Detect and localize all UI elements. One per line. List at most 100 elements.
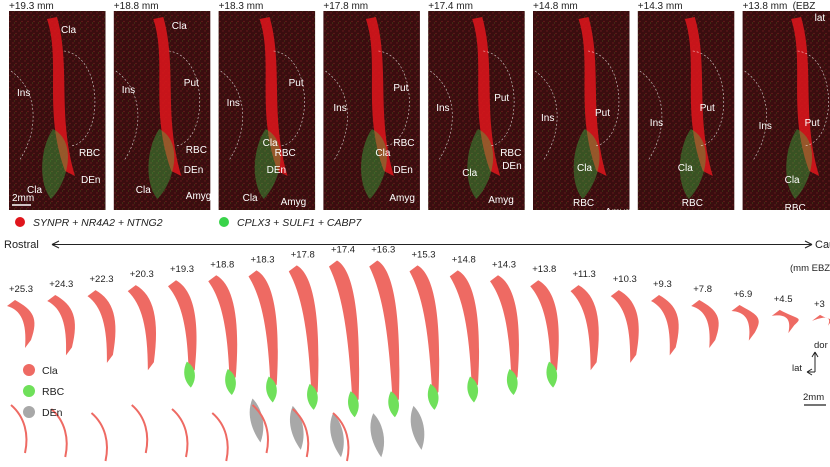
section-18: +7.8 bbox=[691, 284, 719, 348]
panel-region-label: DEn bbox=[81, 175, 100, 186]
section-label: +24.3 bbox=[49, 279, 73, 290]
ventral-cla-arc bbox=[90, 412, 108, 462]
cla-region bbox=[7, 300, 35, 348]
lateral-label: lat bbox=[792, 363, 802, 374]
panel-region-label: RBC bbox=[186, 145, 207, 156]
section-2: +24.3 bbox=[47, 279, 75, 458]
section-label: +15.3 bbox=[412, 249, 436, 260]
panel-region-label: Amyg bbox=[281, 197, 307, 208]
legend-den-label: DEn bbox=[42, 407, 63, 419]
panel-depth-label: +14.3 mm bbox=[638, 1, 683, 12]
ventral-cla-arc bbox=[131, 404, 149, 454]
panel-region-label: Ins bbox=[650, 118, 663, 129]
putamen-outline bbox=[797, 50, 829, 147]
panel-background bbox=[637, 11, 735, 210]
cla-region bbox=[288, 265, 319, 400]
section-label: +11.3 bbox=[573, 269, 596, 280]
rbc-signal bbox=[254, 129, 281, 199]
dorsal-label: dor bbox=[814, 340, 828, 351]
section-label: +14.3 bbox=[492, 259, 516, 270]
panel-depth-label: +18.3 mm bbox=[219, 1, 264, 12]
legend-cla-label: Cla bbox=[42, 365, 58, 377]
panel-6: +14.8 mm Put Ins Cla RBC Amyg bbox=[533, 1, 631, 218]
panel-region-label: Put bbox=[494, 93, 509, 104]
section-9: +17.4 bbox=[329, 244, 360, 462]
panel-depth-label: +13.8 mm bbox=[743, 1, 788, 12]
panel-region-label: Cla bbox=[27, 185, 42, 196]
rbc-signal bbox=[148, 129, 175, 199]
den-region bbox=[249, 398, 264, 443]
claustrum-signal bbox=[47, 17, 75, 176]
panel-region-label: Ins bbox=[333, 103, 346, 114]
ventral-cla-arc bbox=[292, 408, 310, 458]
panel-depth-label: +19.3 mm bbox=[9, 1, 54, 12]
panel-region-label: Put bbox=[700, 103, 715, 114]
rbc-signal bbox=[786, 129, 813, 199]
section-label: +25.3 bbox=[9, 284, 33, 295]
panel-region-label: Cla bbox=[375, 148, 390, 159]
den-region bbox=[289, 405, 304, 450]
section-12: +14.8 bbox=[449, 254, 480, 403]
claustrum-signal bbox=[365, 17, 394, 176]
rbc-region bbox=[506, 369, 518, 396]
section-19: +6.9 bbox=[731, 289, 759, 341]
section-21: +3 bbox=[812, 299, 830, 326]
panel-region-label: Put bbox=[805, 118, 820, 129]
section-14: +13.8 bbox=[530, 264, 559, 388]
panel-region-label: Ins bbox=[122, 85, 135, 96]
insula-outline bbox=[325, 70, 348, 162]
section-11: +15.3 bbox=[409, 249, 440, 450]
orientation-arrows bbox=[806, 351, 819, 376]
ventral-cla-arc bbox=[50, 408, 68, 458]
insula-outline bbox=[10, 70, 34, 162]
section-20: +4.5 bbox=[771, 294, 799, 334]
ventral-cla-arc bbox=[251, 404, 269, 454]
rbc-region bbox=[388, 391, 399, 418]
panel-region-label: Amyg bbox=[605, 207, 631, 218]
cla-region bbox=[369, 260, 400, 408]
cla-region bbox=[127, 285, 157, 371]
panel-region-label: RBC bbox=[275, 148, 296, 159]
panel-region-label: Cla bbox=[785, 175, 800, 186]
ventral-cla-arc bbox=[10, 404, 28, 454]
probe-legend: SYNPR + NR4A2 + NTNG2 CPLX3 + SULF1 + CA… bbox=[15, 217, 362, 229]
rbc-region bbox=[546, 361, 558, 388]
rbc-region bbox=[467, 376, 479, 403]
panel-region-label: Amyg bbox=[389, 193, 415, 204]
section-8: +17.8 bbox=[288, 249, 319, 458]
panel-region-label: Ins bbox=[759, 121, 772, 132]
panel-region-label: Cla bbox=[61, 25, 76, 36]
section-label: +18.8 bbox=[210, 259, 234, 270]
panel-region-label: DEn bbox=[393, 165, 412, 176]
section-5: +19.3 bbox=[168, 264, 197, 458]
panel-region-label: RBC bbox=[785, 203, 806, 214]
panel-orientation-label: lat bbox=[815, 13, 826, 24]
rostral-caudal-axis: Rostral Caud bbox=[4, 239, 830, 251]
claustrum-signal bbox=[472, 17, 501, 176]
putamen-outline bbox=[168, 50, 201, 147]
claustrum-signal bbox=[684, 17, 713, 176]
green-probe-dot bbox=[219, 217, 229, 227]
rbc-signal bbox=[573, 129, 600, 199]
section-label: +20.3 bbox=[130, 269, 154, 280]
panel-region-label: Amyg bbox=[488, 195, 514, 206]
panel-region-label: Cla bbox=[678, 163, 693, 174]
putamen-outline bbox=[378, 50, 410, 147]
section-label: +16.3 bbox=[371, 244, 395, 255]
rostral-label: Rostral bbox=[4, 239, 39, 251]
panel-region-label: Cla bbox=[263, 138, 278, 149]
panel-region-label: Put bbox=[289, 78, 304, 89]
cla-region bbox=[47, 295, 75, 356]
section-label: +10.3 bbox=[613, 274, 637, 285]
putamen-outline bbox=[692, 50, 725, 147]
panel-region-label: Put bbox=[595, 108, 610, 119]
section-1: +25.3 bbox=[7, 284, 35, 454]
section-label: +14.8 bbox=[452, 254, 476, 265]
insula-outline bbox=[639, 70, 663, 162]
rbc-region bbox=[266, 376, 277, 403]
ventral-cla-arc bbox=[171, 408, 189, 458]
section-label: +18.3 bbox=[251, 254, 275, 265]
